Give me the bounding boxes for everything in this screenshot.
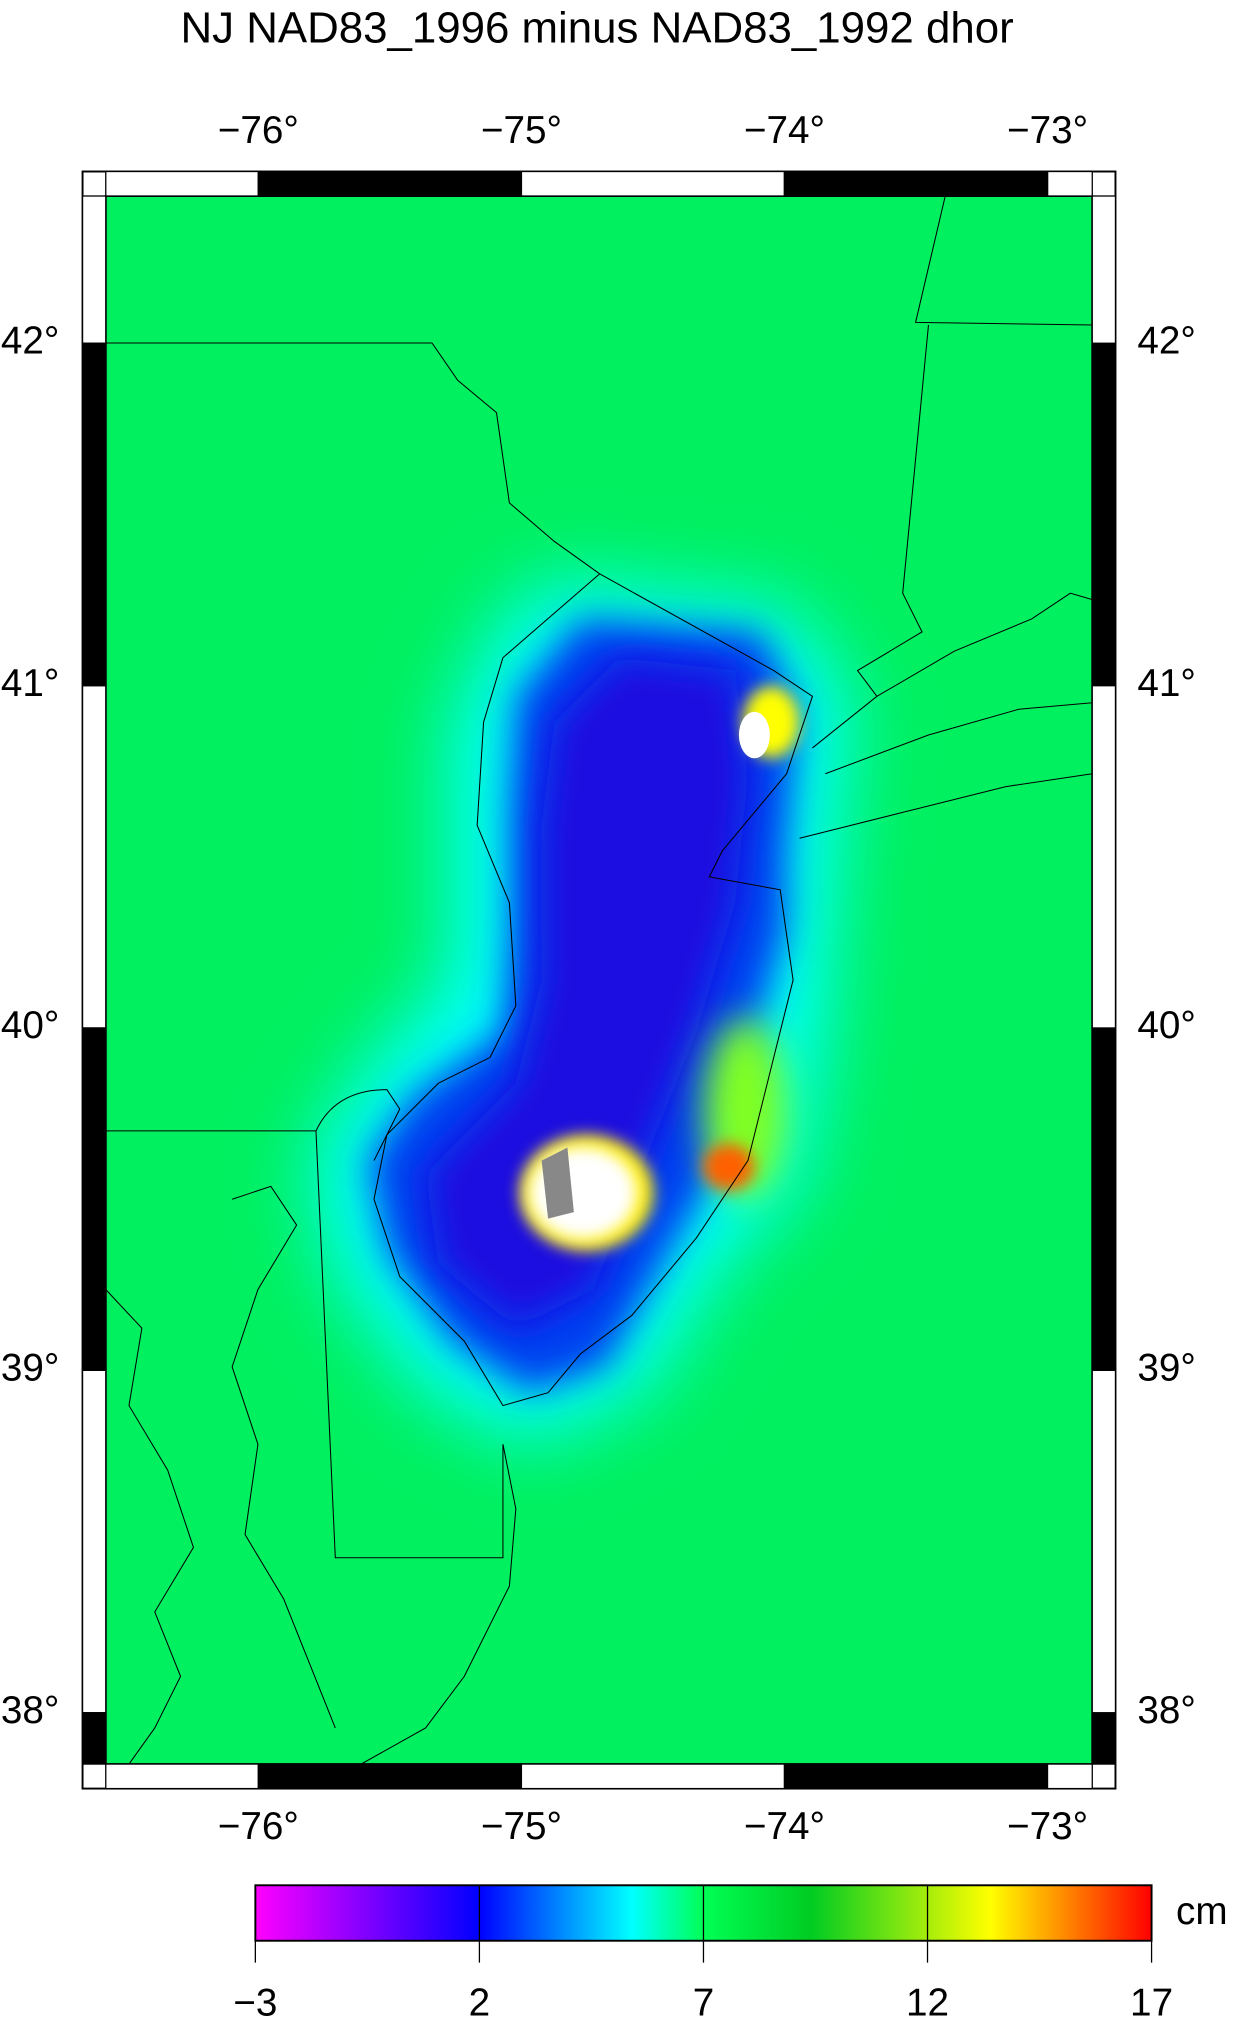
colorbar-tick-label: 7 bbox=[693, 1981, 715, 2024]
frame-bar bbox=[1091, 1712, 1117, 1765]
de-md-border bbox=[105, 1130, 517, 1765]
map-area bbox=[105, 196, 1093, 1765]
colorbar-unit: cm bbox=[1176, 1890, 1228, 1933]
y-tick-label: 39° bbox=[1, 1347, 59, 1390]
frame-bar bbox=[1091, 342, 1117, 687]
frame-bar bbox=[81, 1712, 107, 1765]
x-tick-label: −76° bbox=[218, 1805, 299, 1848]
x-tick-label: −74° bbox=[744, 109, 825, 152]
colorbar-tick-label: 17 bbox=[1130, 1981, 1173, 2024]
frame-bar bbox=[783, 1763, 1049, 1790]
frame-bar bbox=[1091, 195, 1117, 344]
map-title: NJ NAD83_1996 minus NAD83_1992 dhor bbox=[180, 4, 1013, 53]
x-tick-label: −74° bbox=[744, 1805, 825, 1848]
frame-bar bbox=[257, 1763, 523, 1790]
frame-bar bbox=[105, 1763, 259, 1790]
frame-bar bbox=[1091, 1027, 1117, 1371]
orange-spot bbox=[702, 1143, 755, 1191]
x-tick-label: −76° bbox=[218, 109, 299, 152]
nj-border bbox=[105, 342, 814, 1407]
frame-bar bbox=[520, 1763, 786, 1790]
frame-bar bbox=[1046, 1763, 1093, 1790]
low-core bbox=[425, 657, 748, 1329]
y-tick-label: 41° bbox=[1137, 662, 1195, 705]
x-tick-label: −73° bbox=[1007, 1805, 1088, 1848]
frame-bar bbox=[81, 1027, 107, 1371]
colorbar-tick-label: 2 bbox=[469, 1981, 491, 2024]
frame-bar bbox=[1091, 1369, 1117, 1714]
frame-bar bbox=[81, 195, 107, 344]
y-tick-label: 38° bbox=[1, 1689, 59, 1732]
y-tick-label: 41° bbox=[1, 662, 59, 705]
y-tick-label: 38° bbox=[1137, 1689, 1195, 1732]
y-tick-label: 42° bbox=[1, 319, 59, 362]
white-spot bbox=[738, 711, 770, 759]
dark-spot bbox=[541, 1147, 574, 1219]
y-tick-label: 39° bbox=[1137, 1347, 1195, 1390]
x-tick-label: −75° bbox=[481, 109, 562, 152]
long-island bbox=[799, 592, 1093, 839]
x-tick-label: −73° bbox=[1007, 109, 1088, 152]
frame-bar bbox=[81, 342, 107, 687]
chesapeake bbox=[105, 1185, 336, 1765]
frame-bar bbox=[81, 684, 107, 1029]
x-tick-label: −75° bbox=[481, 1805, 562, 1848]
ny-border bbox=[856, 196, 1093, 697]
frame-bar bbox=[105, 170, 259, 197]
y-tick-label: 40° bbox=[1, 1004, 59, 1047]
y-tick-label: 42° bbox=[1137, 319, 1195, 362]
pa-de-border bbox=[315, 1089, 401, 1161]
frame-bar bbox=[783, 170, 1049, 197]
colorbar-tick-label: 12 bbox=[906, 1981, 949, 2024]
frame-bar bbox=[81, 1369, 107, 1714]
frame-bar bbox=[1091, 684, 1117, 1029]
frame-bar bbox=[520, 170, 786, 197]
frame-bar bbox=[257, 170, 523, 197]
colorbar-tick-label: −3 bbox=[233, 1981, 277, 2024]
frame-bar bbox=[1046, 170, 1093, 197]
y-tick-label: 40° bbox=[1137, 1004, 1195, 1047]
